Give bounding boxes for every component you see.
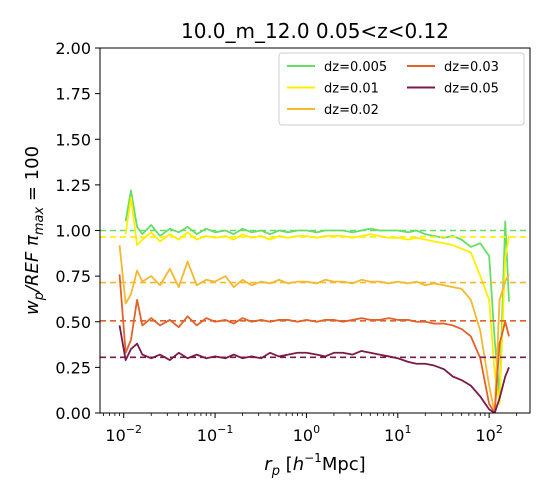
legend: dz=0.005 dz=0.01 dz=0.02 dz=0.03 dz=0.05 bbox=[278, 52, 525, 126]
legend-box bbox=[278, 52, 525, 126]
series-line-2 bbox=[118, 245, 510, 413]
plot-area bbox=[100, 189, 530, 413]
x-tick-label-3: 101 bbox=[384, 423, 411, 445]
y-axis-label-text: wp/REF πmax = 100 bbox=[22, 146, 47, 315]
series-line-0 bbox=[124, 189, 510, 396]
x-tick-label-1: 10−1 bbox=[197, 423, 234, 445]
x-tick-label-2: 100 bbox=[293, 423, 320, 445]
y-tick-label-8: 2.00 bbox=[55, 39, 91, 58]
legend-label-4: dz=0.05 bbox=[444, 82, 499, 97]
y-tick-label-5: 1.25 bbox=[55, 176, 91, 195]
x-axis-label-text: rp [h−1Mpc] bbox=[264, 451, 365, 479]
series-line-3 bbox=[118, 274, 510, 413]
y-tick-label-3: 0.75 bbox=[55, 267, 91, 286]
legend-label-3: dz=0.03 bbox=[444, 60, 499, 75]
x-axis: 10−2 10−1 100 101 102 bbox=[103, 413, 518, 445]
y-tick-label-6: 1.50 bbox=[55, 130, 91, 149]
x-tick-label-4: 102 bbox=[475, 423, 502, 445]
x-axis-label: rp [h−1Mpc] bbox=[264, 451, 365, 479]
legend-label-2: dz=0.02 bbox=[324, 103, 379, 118]
y-tick-label-1: 0.25 bbox=[55, 358, 91, 377]
y-tick-label-7: 1.75 bbox=[55, 85, 91, 104]
legend-label-1: dz=0.01 bbox=[324, 82, 379, 97]
y-axis: 0.00 0.25 0.50 0.75 1.00 1.25 1.50 1.75 2.00 bbox=[55, 39, 100, 423]
series-line-1 bbox=[124, 196, 510, 405]
y-tick-label-0: 0.00 bbox=[55, 404, 91, 423]
legend-label-0: dz=0.005 bbox=[324, 60, 387, 75]
series-line-4 bbox=[118, 325, 510, 413]
x-tick-label-0: 10−2 bbox=[105, 423, 142, 445]
y-tick-label-2: 0.50 bbox=[55, 313, 91, 332]
y-axis-label: wp/REF πmax = 100 bbox=[22, 146, 47, 315]
chart-title: 10.0_m_12.0 0.05<z<0.12 bbox=[181, 19, 449, 43]
y-tick-label-4: 1.00 bbox=[55, 222, 91, 241]
